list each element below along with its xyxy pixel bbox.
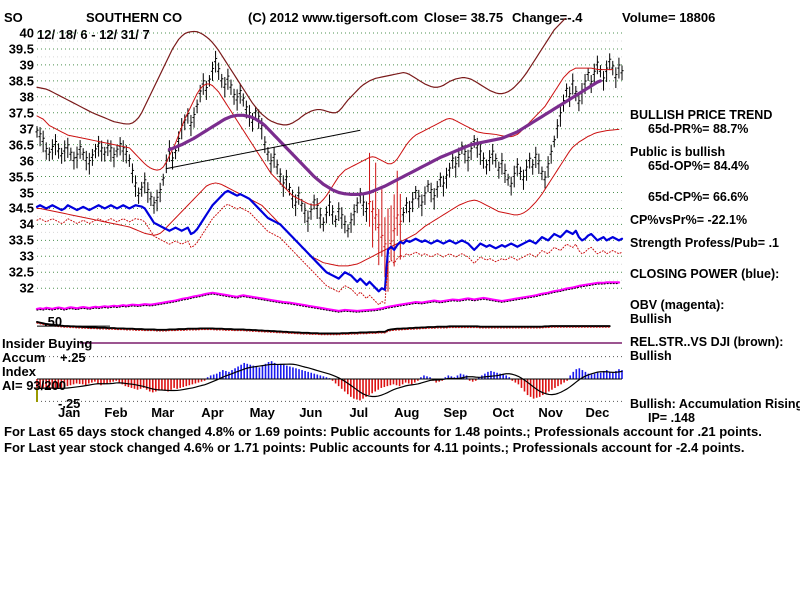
month-label-apr: Apr	[201, 405, 224, 420]
closing-power-label: CLOSING POWER (blue):	[630, 267, 780, 281]
month-label-sep: Sep	[443, 405, 468, 420]
grid-lines	[37, 32, 622, 289]
month-label-dec: Dec	[585, 405, 610, 420]
month-label-mar: Mar	[151, 405, 175, 420]
month-label-jul: Jul	[349, 405, 369, 420]
y-axis-tick: 34	[19, 216, 34, 232]
close-price: Close= 38.75	[424, 10, 504, 25]
y-axis-tick: 32.5	[8, 264, 34, 280]
obv-label: OBV (magenta):	[630, 298, 725, 312]
y-axis-tick: 40	[19, 25, 34, 41]
accum-plus-25-label: +.25	[60, 350, 86, 365]
y-axis-tick: 32	[19, 280, 34, 296]
y-axis-tick: 39	[19, 57, 34, 73]
summary-line-year: For Last year stock changed 4.6% or 1.71…	[4, 440, 745, 455]
accum-label: Accum	[2, 350, 46, 365]
y-axis-tick: 35	[19, 185, 34, 200]
rel-strength-state: Bullish	[630, 349, 672, 363]
accum-minus-25-label: -.25	[58, 396, 81, 411]
rel-strength-level-label: .50	[44, 314, 63, 329]
y-axis: 40 39.5 39 38.5 38 37.5 37 36.5 36 35.5 35 34.5 34 33…	[0, 0, 36, 430]
accumulation-index-histogram	[36, 361, 623, 401]
month-label-nov: Nov	[538, 405, 563, 420]
y-axis-tick: 36.5	[8, 137, 34, 153]
cp-percent: 65d-CP%= 66.6%	[648, 190, 749, 204]
y-axis-tick: 37.5	[8, 105, 34, 121]
y-axis-tick: 33	[19, 248, 34, 264]
ticker-symbol: SO	[4, 10, 23, 25]
summary-line-65days: For Last 65 days stock changed 4.8% or 1…	[4, 424, 762, 439]
copyright-notice: (C) 2012 www.tigersoft.com	[248, 10, 418, 25]
y-axis-tick: 35.5	[8, 169, 34, 185]
obv-state: Bullish	[630, 312, 672, 326]
rel-strength-label: REL.STR..VS DJI (brown):	[630, 335, 784, 349]
volume-value: Volume= 18806	[622, 10, 716, 25]
y-axis-tick: 33.5	[8, 232, 34, 248]
y-axis-tick: 38	[19, 89, 34, 105]
accum-state: Bullish: Accumulation Rising	[630, 397, 800, 411]
date-range-label: 12/ 18/ 6 - 12/ 31/ 7	[37, 27, 150, 42]
month-label-jan: Jan	[57, 405, 81, 420]
price-bars	[35, 50, 624, 292]
public-sentiment: Public is bullish	[630, 145, 726, 159]
y-axis-tick: 34.5	[8, 200, 34, 216]
month-label-jun: Jun	[299, 405, 323, 420]
price-change: Change=-.4	[512, 10, 583, 25]
pr-percent: 65d-PR%= 88.7%	[648, 122, 749, 136]
y-axis-tick: 38.5	[8, 73, 34, 89]
month-label-may: May	[249, 405, 275, 420]
analysis-panel: BULLISH PRICE TREND 65d-PR%= 88.7% Publi…	[630, 108, 800, 425]
cp-vs-pr: CP%vsPr%= -22.1%	[630, 213, 748, 227]
y-axis-tick: 39.5	[8, 41, 34, 57]
price-trend-title: BULLISH PRICE TREND	[630, 108, 773, 122]
y-axis-tick: 37	[19, 121, 34, 137]
month-label-oct: Oct	[492, 405, 515, 420]
index-label: Index	[2, 364, 36, 379]
x-axis-month-labels: Jan Feb Mar Apr May Jun Jul Aug Sep Oct Nov Dec	[0, 405, 800, 423]
insider-buying-label: Insider Buying	[2, 336, 93, 351]
summary-text: For Last 65 days stock changed 4.8% or 1…	[4, 424, 800, 456]
ai-value-label: AI= 93/200	[2, 378, 66, 393]
month-label-feb: Feb	[104, 405, 128, 420]
company-name: SOUTHERN CO	[86, 10, 183, 25]
strength-prof-pub: Strength Profess/Pub= .1	[630, 236, 779, 250]
op-percent: 65d-OP%= 84.4%	[648, 159, 750, 173]
ip-value: IP= .148	[648, 411, 695, 425]
chart-plot-area	[35, 18, 624, 402]
month-label-aug: Aug	[394, 405, 420, 420]
y-axis-tick: 36	[19, 153, 34, 169]
